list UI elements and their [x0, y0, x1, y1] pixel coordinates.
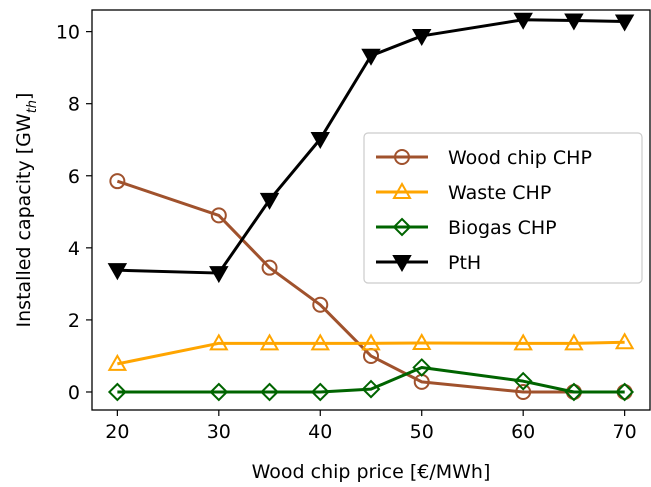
legend-marker [392, 255, 412, 273]
data-point-biogas-chp [107, 382, 127, 402]
x-tick-label: 50 [410, 421, 434, 443]
y-tick-label: 6 [68, 166, 80, 188]
data-point-pth [513, 12, 533, 30]
data-point-biogas-chp [361, 379, 381, 399]
x-axis-ticks: 20 30 40 50 60 70 [105, 410, 637, 443]
y-axis-label-close: ] [13, 93, 35, 100]
data-point-waste-chp [564, 333, 584, 351]
data-point-wood-chip-chp [261, 259, 278, 276]
data-point-waste-chp [614, 332, 635, 350]
legend-marker [394, 149, 410, 165]
data-point-waste-chp [310, 333, 330, 351]
legend-label: Waste CHP [448, 182, 551, 204]
data-point-pth [209, 266, 229, 284]
y-tick-label: 2 [68, 310, 80, 332]
legend-item-wood-chip-chp: Wood chip CHP [376, 147, 592, 169]
y-axis-label: Installed capacity [GWth] [13, 93, 40, 328]
series-layer [107, 12, 635, 402]
data-point-wood-chip-chp [312, 296, 329, 313]
data-point-waste-chp [412, 332, 432, 350]
data-point-pth [310, 132, 330, 150]
data-point-biogas-chp [513, 371, 533, 391]
legend-box [363, 132, 643, 284]
data-point-waste-chp [209, 333, 229, 351]
data-point-wood-chip-chp [210, 207, 227, 224]
x-tick-label: 40 [308, 421, 332, 443]
series-pth [107, 12, 635, 284]
data-point-waste-chp [259, 333, 280, 351]
data-point-pth [361, 48, 381, 66]
legend-marker [392, 217, 412, 237]
series-line-wood-chip-chp [116, 179, 625, 394]
series-waste-chp [107, 332, 635, 371]
legend: Wood chip CHP Waste CHP Biogas CHP PtH [363, 132, 643, 284]
data-point-waste-chp [107, 353, 128, 371]
legend-item-pth: PtH [376, 252, 481, 274]
series-line-waste-chp [117, 340, 625, 366]
legend-label: Biogas CHP [448, 217, 557, 239]
x-axis-label: Wood chip price [€/MWh] [252, 461, 491, 483]
data-point-biogas-chp [310, 382, 330, 402]
legend-label: Wood chip CHP [448, 147, 592, 169]
data-point-biogas-chp [412, 358, 432, 377]
data-point-biogas-chp [564, 382, 584, 402]
x-tick-label: 30 [207, 421, 231, 443]
series-line-biogas-chp [117, 365, 625, 394]
data-point-pth [564, 13, 584, 31]
data-point-pth [259, 192, 280, 210]
data-point-biogas-chp [615, 382, 635, 402]
data-point-pth [412, 28, 432, 46]
legend-label: PtH [448, 252, 481, 274]
x-tick-label: 20 [105, 421, 129, 443]
data-point-waste-chp [513, 333, 533, 351]
legend-item-waste-chp: Waste CHP [376, 181, 551, 204]
y-tick-label: 10 [56, 22, 80, 44]
y-tick-label: 4 [68, 238, 80, 260]
y-tick-label: 8 [68, 94, 80, 116]
data-point-pth [614, 14, 635, 32]
data-point-biogas-chp [260, 382, 279, 402]
series-biogas-chp [107, 358, 635, 402]
x-tick-label: 70 [613, 421, 637, 443]
plot-frame [91, 9, 651, 411]
y-axis-label-subscript: th [25, 100, 40, 113]
y-axis-label-main: Installed capacity [GW [13, 113, 35, 327]
data-point-waste-chp [361, 333, 381, 351]
data-point-wood-chip-chp [515, 383, 532, 400]
x-tick-label: 60 [511, 421, 535, 443]
legend-marker [392, 181, 412, 199]
y-axis-ticks: 0 2 4 6 8 10 [56, 22, 92, 404]
legend-item-biogas-chp: Biogas CHP [376, 217, 557, 239]
data-point-wood-chip-chp [109, 173, 126, 190]
y-tick-label: 0 [68, 382, 80, 404]
data-point-pth [107, 263, 128, 281]
data-point-biogas-chp [209, 382, 229, 402]
